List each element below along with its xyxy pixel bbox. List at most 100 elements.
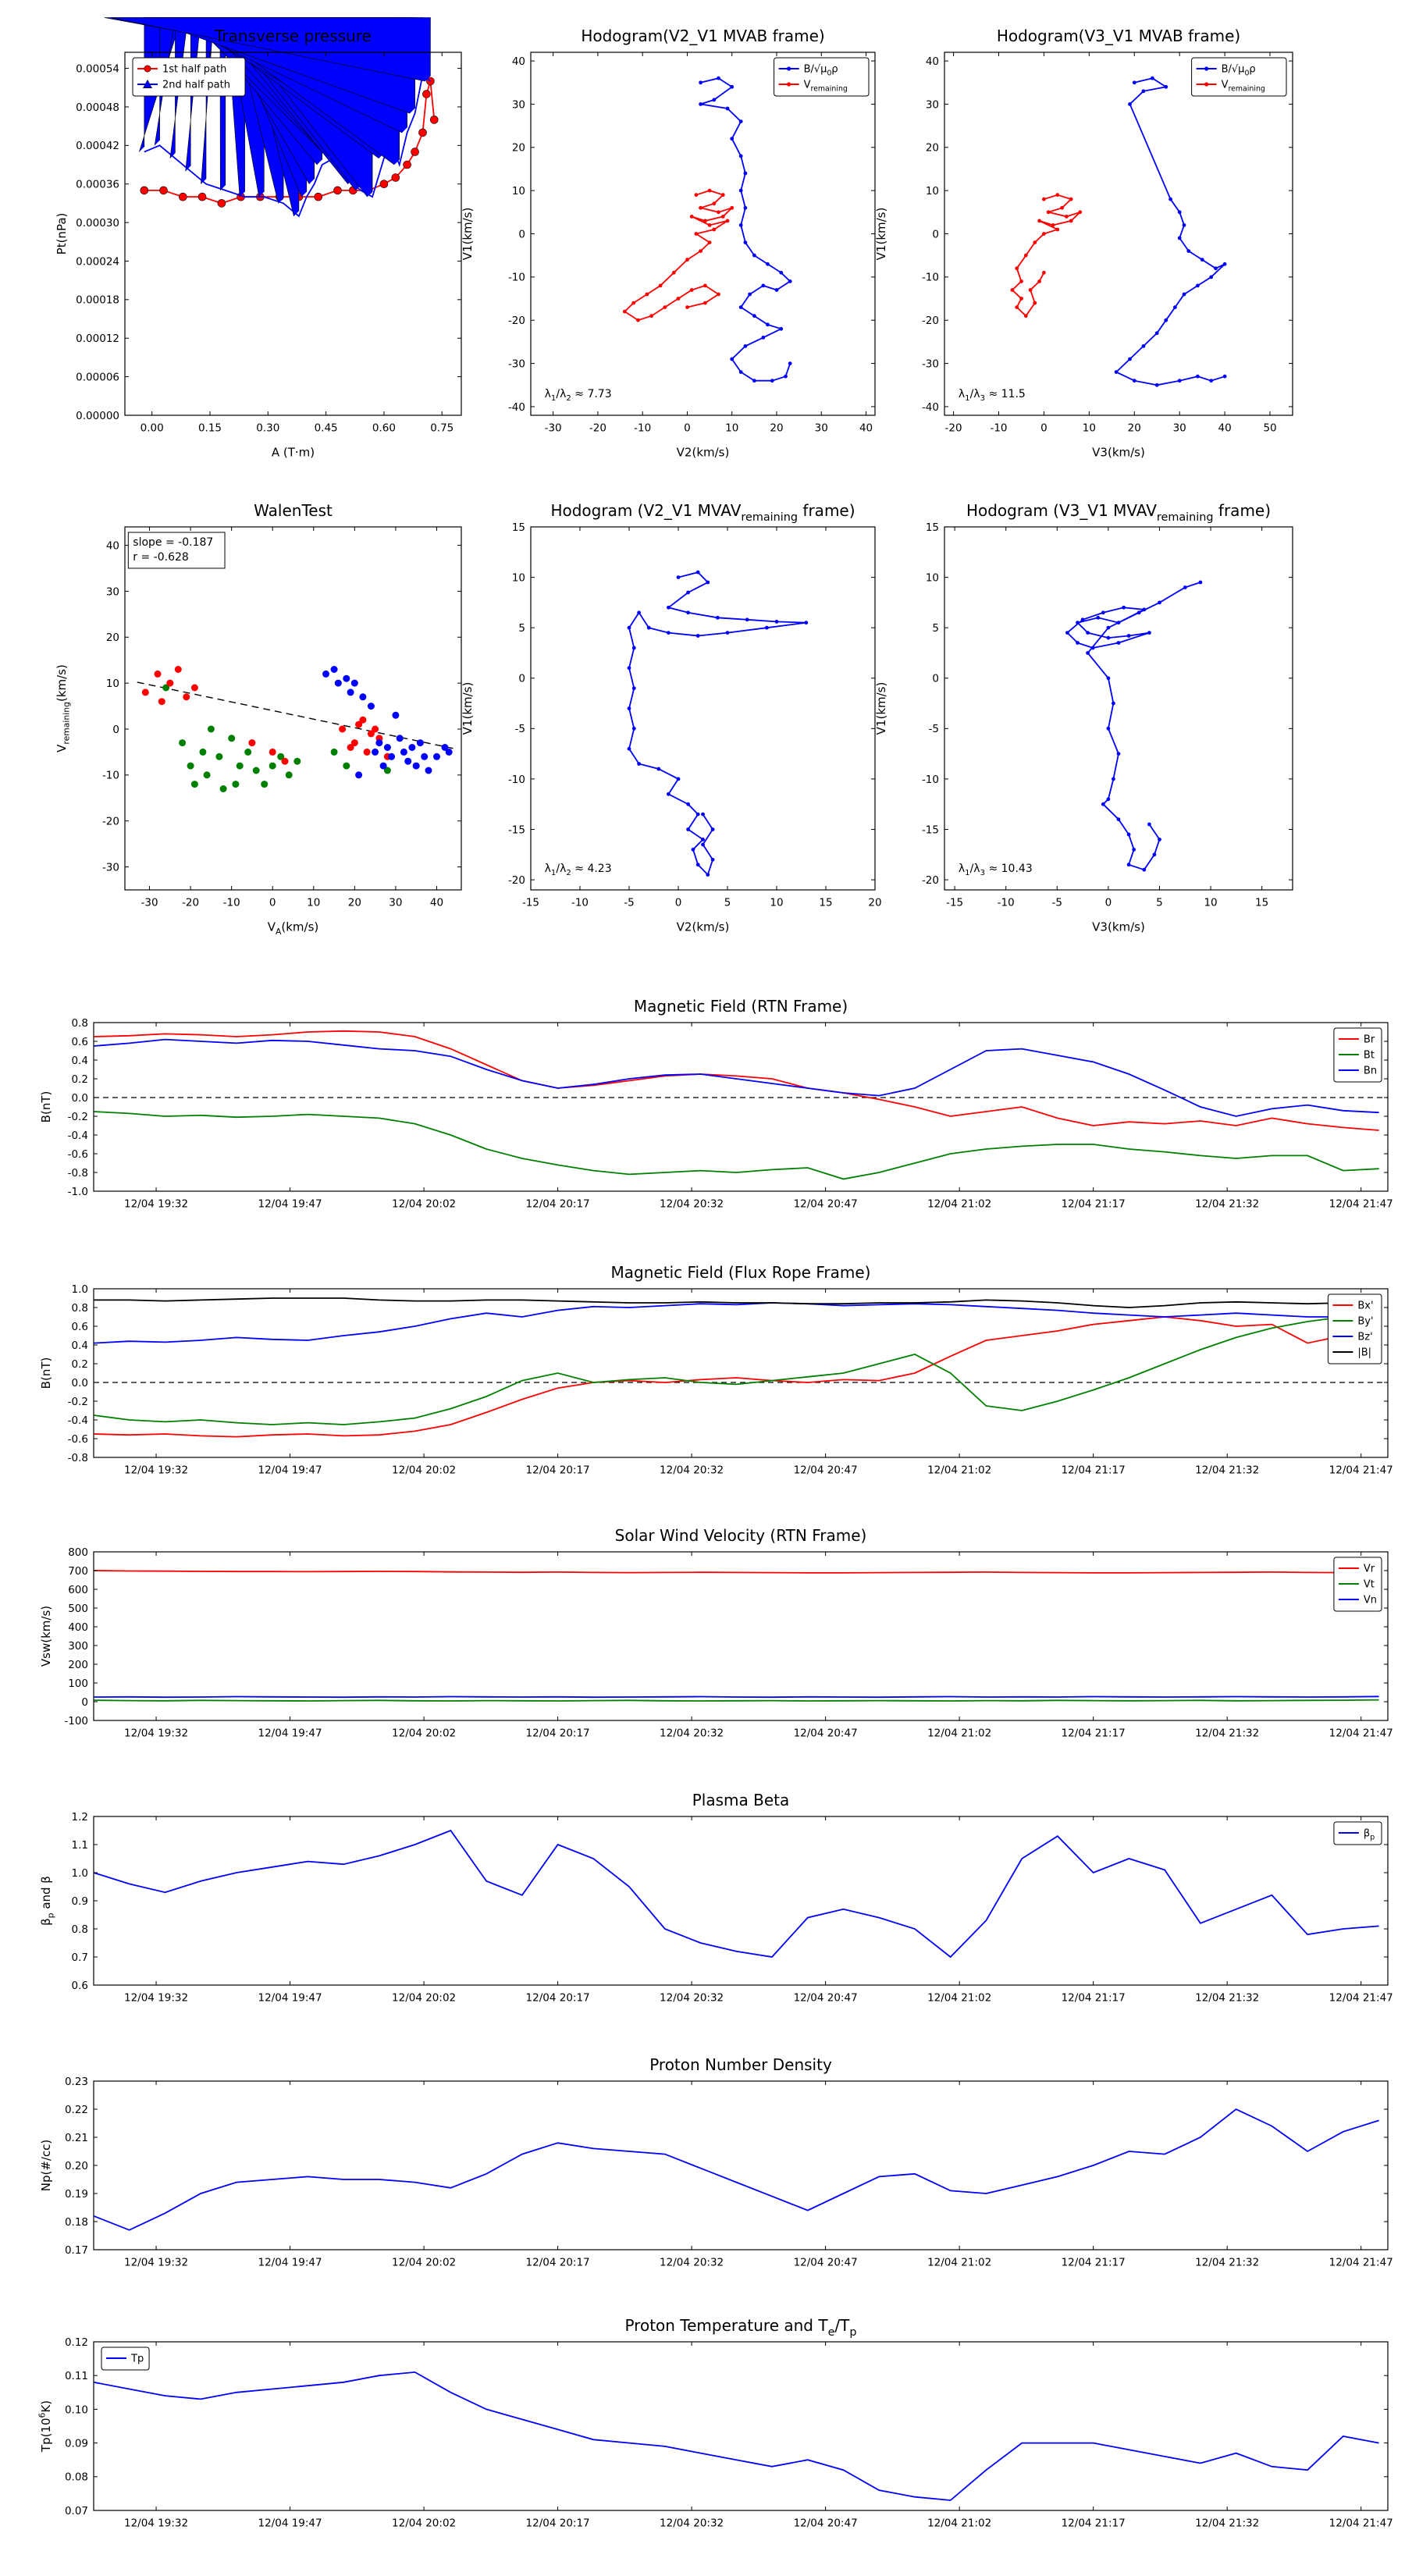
svg-text:λ1​/λ2​ ≈ 4.23: λ1​/λ2​ ≈ 4.23 [545,863,612,877]
svg-text:0.22: 0.22 [65,2104,88,2116]
svg-text:0.0: 0.0 [72,1092,88,1105]
svg-text:30: 30 [1173,422,1186,435]
svg-text:-5: -5 [1052,897,1062,909]
svg-text:40: 40 [106,539,119,552]
svg-text:12/04 19:32: 12/04 19:32 [124,1727,188,1740]
svg-text:Np(#/cc): Np(#/cc) [39,2140,53,2192]
svg-text:-20: -20 [922,315,939,327]
svg-text:r = -0.628: r = -0.628 [133,551,189,564]
svg-text:0: 0 [81,1696,88,1709]
svg-text:0.00054: 0.00054 [76,62,119,75]
svg-text:0: 0 [112,724,119,736]
svg-text:0.00048: 0.00048 [76,101,119,114]
svg-text:800: 800 [68,1546,88,1559]
svg-text:20: 20 [868,897,881,909]
svg-text:12/04 19:32: 12/04 19:32 [124,1198,188,1211]
svg-text:30: 30 [106,585,119,598]
svg-text:A (T·m): A (T·m) [272,446,315,460]
svg-text:300: 300 [68,1640,88,1653]
svg-text:0: 0 [675,897,682,909]
svg-text:0.21: 0.21 [65,2132,88,2144]
chart-magnetic-field-rtn: 12/04 19:32 12/04 19:47 12/04 20:02 12/04 2… [31,991,1397,1226]
svg-text:-20: -20 [589,422,606,435]
svg-text:1.1: 1.1 [72,1839,88,1852]
svg-text:B(nT): B(nT) [39,1357,53,1389]
svg-text:0.75: 0.75 [430,422,454,435]
svg-text:-20: -20 [945,422,962,435]
svg-text:0.6: 0.6 [72,1321,88,1333]
svg-text:0: 0 [932,673,939,685]
svg-text:12/04 19:32: 12/04 19:32 [124,2517,188,2530]
svg-text:Hodogram (V3_V1 MVAVremaining​: Hodogram (V3_V1 MVAVremaining​ frame) [966,501,1271,524]
svg-text:12/04 20:32: 12/04 20:32 [660,1198,724,1211]
chart-hodogram-v3v1-mvav: -15 -10 -5 0 5 10 15 -20 -15 -10 -5 0 5 10 15 Hodogram … [866,492,1304,956]
svg-text:-5: -5 [929,723,939,735]
svg-text:|B|: |B| [1357,1347,1371,1359]
svg-text:Br: Br [1364,1034,1375,1046]
svg-text:0: 0 [518,673,525,685]
svg-text:-10: -10 [634,422,651,435]
svg-text:0.00036: 0.00036 [76,179,119,191]
chart-proton-density: 12/04 19:32 12/04 19:47 12/04 20:02 12/04 2… [31,2050,1397,2284]
svg-text:0.23: 0.23 [65,2076,88,2088]
svg-text:0.00006: 0.00006 [76,371,119,383]
svg-text:0.4: 0.4 [72,1055,88,1067]
svg-text:Pt(nPa): Pt(nPa) [55,213,69,255]
svg-text:12/04 20:02: 12/04 20:02 [392,2257,456,2269]
svg-text:10: 10 [1083,422,1096,435]
svg-text:0.2: 0.2 [72,1073,88,1086]
svg-text:By': By' [1357,1316,1373,1328]
svg-text:10: 10 [725,422,738,435]
svg-text:20: 20 [1128,422,1141,435]
svg-text:12/04 19:47: 12/04 19:47 [258,1727,322,1740]
svg-text:12/04 19:47: 12/04 19:47 [258,1992,322,2005]
svg-text:12/04 20:17: 12/04 20:17 [526,1727,590,1740]
svg-text:0.00018: 0.00018 [76,294,119,307]
svg-text:12/04 21:47: 12/04 21:47 [1329,1727,1393,1740]
svg-text:12/04 20:02: 12/04 20:02 [392,1727,456,1740]
svg-text:-30: -30 [102,861,119,873]
svg-text:10: 10 [1204,897,1217,909]
svg-text:12/04 19:47: 12/04 19:47 [258,2517,322,2530]
svg-text:700: 700 [68,1565,88,1578]
svg-text:-5: -5 [515,723,525,735]
svg-text:Proton Temperature and Te​/Tp​: Proton Temperature and Te​/Tp​ [624,2316,856,2339]
svg-text:12/04 20:32: 12/04 20:32 [660,2257,724,2269]
svg-text:0.60: 0.60 [372,422,396,435]
svg-text:12/04 20:32: 12/04 20:32 [660,2517,724,2530]
svg-text:12/04 20:17: 12/04 20:17 [526,2257,590,2269]
svg-text:12/04 20:47: 12/04 20:47 [794,1198,858,1211]
svg-text:0.8: 0.8 [72,1302,88,1315]
svg-text:λ1​/λ3​ ≈ 11.5: λ1​/λ3​ ≈ 11.5 [959,388,1026,403]
svg-text:0.09: 0.09 [65,2437,88,2450]
svg-text:Plasma Beta: Plasma Beta [692,1791,790,1809]
svg-text:-1.0: -1.0 [68,1186,88,1198]
svg-text:VA​(km/s): VA​(km/s) [268,920,319,938]
svg-text:0.7: 0.7 [72,1952,88,1964]
svg-text:12/04 20:47: 12/04 20:47 [794,1992,858,2005]
svg-text:12/04 20:02: 12/04 20:02 [392,1464,456,1477]
svg-text:40: 40 [859,422,873,435]
svg-text:V3(km/s): V3(km/s) [1092,920,1145,934]
svg-text:12/04 20:32: 12/04 20:32 [660,1464,724,1477]
svg-text:Magnetic Field (RTN Frame): Magnetic Field (RTN Frame) [634,997,848,1016]
svg-text:12/04 20:17: 12/04 20:17 [526,1992,590,2005]
svg-text:10: 10 [512,185,525,197]
svg-text:12/04 20:17: 12/04 20:17 [526,1198,590,1211]
svg-text:12/04 21:32: 12/04 21:32 [1195,2517,1259,2530]
svg-text:12/04 20:32: 12/04 20:32 [660,1992,724,2005]
svg-text:12/04 21:32: 12/04 21:32 [1195,1727,1259,1740]
svg-text:500: 500 [68,1603,88,1615]
svg-text:-10: -10 [571,897,589,909]
svg-text:Vsw(km/s): Vsw(km/s) [39,1606,53,1667]
svg-text:30: 30 [389,897,402,909]
svg-text:λ1​/λ2​ ≈ 7.73: λ1​/λ2​ ≈ 7.73 [545,388,612,403]
svg-text:12/04 21:17: 12/04 21:17 [1062,1198,1126,1211]
svg-text:-0.2: -0.2 [68,1396,88,1408]
svg-text:12/04 21:02: 12/04 21:02 [927,1727,991,1740]
svg-text:600: 600 [68,1584,88,1596]
svg-text:20: 20 [512,142,525,155]
svg-text:-30: -30 [508,358,525,370]
svg-text:-10: -10 [922,272,939,284]
